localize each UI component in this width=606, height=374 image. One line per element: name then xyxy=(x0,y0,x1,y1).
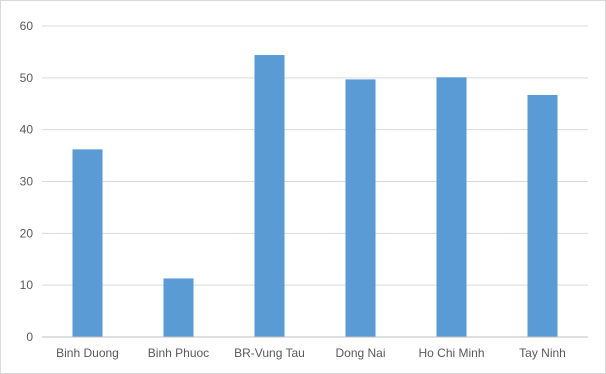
y-tick-label: 30 xyxy=(20,175,34,189)
x-tick-label: Binh Phuoc xyxy=(148,346,209,360)
bar-tay-ninh xyxy=(527,94,558,338)
y-tick-label: 50 xyxy=(20,71,34,85)
y-tick-labels: 0 10 20 30 40 50 60 xyxy=(20,19,34,344)
x-tick-label: Binh Duong xyxy=(56,346,119,360)
y-tick-label: 60 xyxy=(20,19,34,33)
x-tick-label: BR-Vung Tau xyxy=(234,346,305,360)
bar-binh-duong xyxy=(72,149,103,337)
y-tick-label: 10 xyxy=(20,278,34,292)
bar-binh-phuoc xyxy=(163,278,194,337)
x-tick-label: Tay Ninh xyxy=(519,346,566,360)
bar-br-vung-tau xyxy=(254,55,285,337)
x-tick-label: Dong Nai xyxy=(335,346,385,360)
y-tick-label: 0 xyxy=(26,330,33,344)
y-tick-label: 40 xyxy=(20,123,34,137)
bar-dong-nai xyxy=(345,79,376,337)
bar-ho-chi-minh xyxy=(436,77,467,337)
x-tick-labels: Binh Duong Binh Phuoc BR-Vung Tau Dong Nai H… xyxy=(56,346,566,360)
y-tick-label: 20 xyxy=(20,226,34,240)
gridlines xyxy=(42,25,588,286)
x-tick-label: Ho Chi Minh xyxy=(418,346,484,360)
bars xyxy=(72,55,558,338)
